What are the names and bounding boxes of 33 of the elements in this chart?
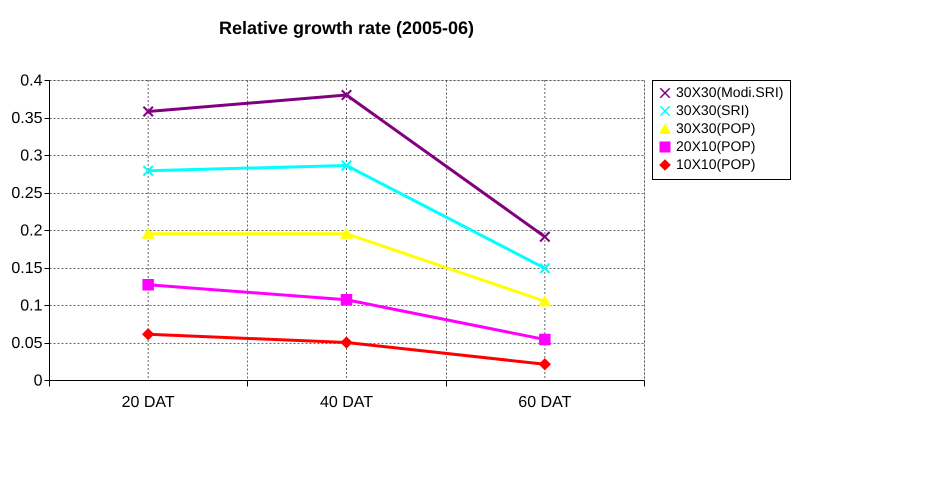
y-tick-label: 0.4 xyxy=(20,72,43,90)
y-tick-label: 0.1 xyxy=(20,298,43,314)
x-tick-label: 60 DAT xyxy=(518,394,572,411)
point xyxy=(539,231,551,242)
chart-title: Relative growth rate (2005-06) xyxy=(218,18,474,38)
point xyxy=(142,228,154,239)
point xyxy=(340,336,352,348)
point xyxy=(142,279,154,290)
point xyxy=(142,328,154,340)
point xyxy=(340,89,352,101)
y-tick-label: 0.15 xyxy=(11,260,43,277)
point xyxy=(539,358,551,370)
y-tick-label: 0.25 xyxy=(11,185,43,202)
point xyxy=(340,160,352,172)
y-tick-label: 0.35 xyxy=(11,110,43,127)
x-tick-label: 20 DAT xyxy=(122,394,175,411)
legend-label: 30X30(SRI) xyxy=(676,102,750,118)
legend-label: 30X30(POP) xyxy=(676,120,756,136)
point xyxy=(142,165,154,176)
point xyxy=(539,262,551,274)
y-tick-label: 0 xyxy=(34,372,43,390)
point xyxy=(340,228,352,239)
legend-label: 10X10(POP) xyxy=(676,156,756,172)
y-tick-label: 0.05 xyxy=(11,335,43,352)
legend-label: 20X10(POP) xyxy=(676,138,756,154)
point xyxy=(539,334,551,346)
y-tick-label: 0.3 xyxy=(20,148,43,164)
point xyxy=(142,106,154,118)
x-tick-label: 40 DAT xyxy=(320,394,374,411)
point xyxy=(539,296,551,306)
point xyxy=(340,294,352,306)
y-tick-label: 0.2 xyxy=(20,222,43,240)
legend-label: 30X30(Modi.SRI) xyxy=(676,84,784,100)
